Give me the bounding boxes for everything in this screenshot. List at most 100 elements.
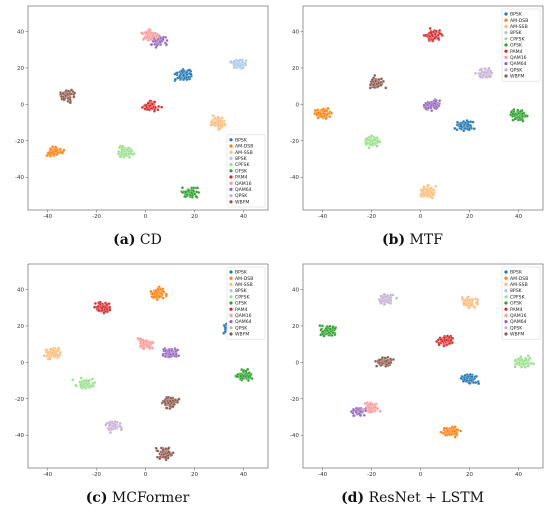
scatter-point: [165, 352, 168, 355]
scatter-point: [165, 406, 169, 410]
scatter-point: [422, 103, 426, 107]
scatter-point: [156, 108, 160, 112]
legend-box: [226, 266, 266, 340]
scatter-point: [90, 377, 94, 381]
scatter-point: [333, 333, 337, 337]
scatter-point: [150, 106, 154, 110]
legend-marker: [504, 301, 508, 305]
scatter-point: [525, 114, 529, 118]
scatter-point: [93, 380, 97, 384]
legend-label: CPFSK: [510, 294, 525, 300]
scatter-point: [67, 89, 71, 93]
scatter-point: [391, 358, 395, 361]
legend-marker: [229, 307, 233, 311]
scatter-point: [328, 115, 332, 119]
scatter-point: [371, 138, 375, 142]
scatter-point: [171, 451, 175, 455]
scatter-point: [381, 296, 385, 300]
scatter-point: [384, 359, 388, 363]
scatter-point: [163, 400, 167, 404]
scatter-point: [169, 396, 173, 400]
scatter-point: [322, 112, 325, 116]
scatter-point: [465, 379, 469, 383]
scatter-point: [49, 147, 53, 151]
legend-label: BPSK: [510, 270, 523, 276]
scatter-point: [484, 75, 488, 79]
caption-d: (d) ResNet + LSTM: [275, 490, 550, 506]
scatter-point: [177, 354, 181, 358]
legend-label: QAM16: [510, 55, 527, 61]
scatter-point: [172, 402, 176, 406]
legend-label: QPSK: [235, 193, 248, 199]
scatter-point: [68, 97, 72, 101]
scatter-point: [437, 343, 441, 347]
scatter-point: [382, 302, 386, 306]
legend-marker: [504, 320, 508, 324]
scatter-point: [162, 348, 166, 351]
legend-label: BPSK: [235, 137, 248, 143]
scatter-point: [149, 43, 153, 47]
scatter-point: [528, 356, 532, 360]
y-tick-label: -20: [15, 139, 24, 145]
y-tick-label: 20: [292, 324, 299, 330]
scatter-point: [371, 83, 375, 87]
legend-label: QAM64: [235, 319, 252, 325]
scatter-point: [478, 72, 482, 76]
y-tick-label: -20: [290, 139, 299, 145]
scatter-point: [455, 128, 459, 132]
scatter-point: [438, 99, 442, 103]
scatter-point: [429, 186, 432, 190]
scatter-point: [477, 382, 481, 386]
scatter-point: [391, 293, 395, 297]
scatter-point: [435, 340, 439, 343]
caption-a-text: CD: [139, 232, 162, 248]
legend-box: [501, 8, 541, 82]
scatter-point: [466, 375, 470, 378]
scatter-point: [379, 294, 383, 298]
scatter-point: [52, 152, 56, 156]
y-tick-label: -40: [15, 175, 24, 181]
scatter-point: [370, 134, 374, 138]
scatter-point: [125, 148, 129, 152]
legend-marker: [229, 175, 233, 179]
x-tick-label: -20: [92, 472, 101, 478]
scatter-point: [54, 145, 58, 149]
scatter-point: [237, 59, 241, 63]
scatter-point: [193, 192, 197, 196]
scatter-point: [374, 79, 378, 83]
scatter-point: [377, 78, 381, 81]
scatter-point: [84, 379, 88, 383]
scatter-point: [183, 194, 187, 198]
scatter-point: [240, 376, 244, 380]
scatter-point: [384, 86, 388, 90]
scatter-point: [107, 302, 111, 306]
scatter-point: [153, 31, 157, 35]
scatter-point: [233, 65, 237, 69]
scatter-point: [529, 361, 533, 365]
scatter-point: [330, 333, 334, 337]
x-tick-label: -40: [43, 214, 52, 220]
y-tick-label: 20: [17, 324, 24, 330]
scatter-point: [190, 191, 194, 195]
scatter-point: [166, 395, 170, 399]
scatter-point: [459, 429, 463, 433]
scatter-point: [489, 69, 493, 73]
scatter-point: [429, 190, 433, 194]
x-tick-label: -20: [367, 214, 376, 220]
scatter-point: [182, 73, 186, 77]
scatter-point: [180, 69, 184, 73]
legend-label: AM-DSB: [235, 144, 253, 150]
legend-marker: [504, 12, 508, 16]
scatter-point: [112, 424, 115, 428]
x-tick-label: 0: [144, 214, 148, 220]
scatter-point: [220, 116, 224, 120]
scatter-point: [46, 353, 50, 356]
scatter-point: [118, 154, 122, 158]
scatter-point: [328, 327, 332, 331]
panel-d: -40 -20 0 20 40 -40 -20 0 20 40 BPSK AM-DSB AM-SSB 8P…: [275, 258, 550, 516]
scatter-point: [438, 29, 442, 32]
legend-marker: [504, 276, 508, 280]
legend-marker: [229, 320, 233, 324]
scatter-point: [151, 39, 155, 43]
scatter-point: [176, 76, 180, 80]
